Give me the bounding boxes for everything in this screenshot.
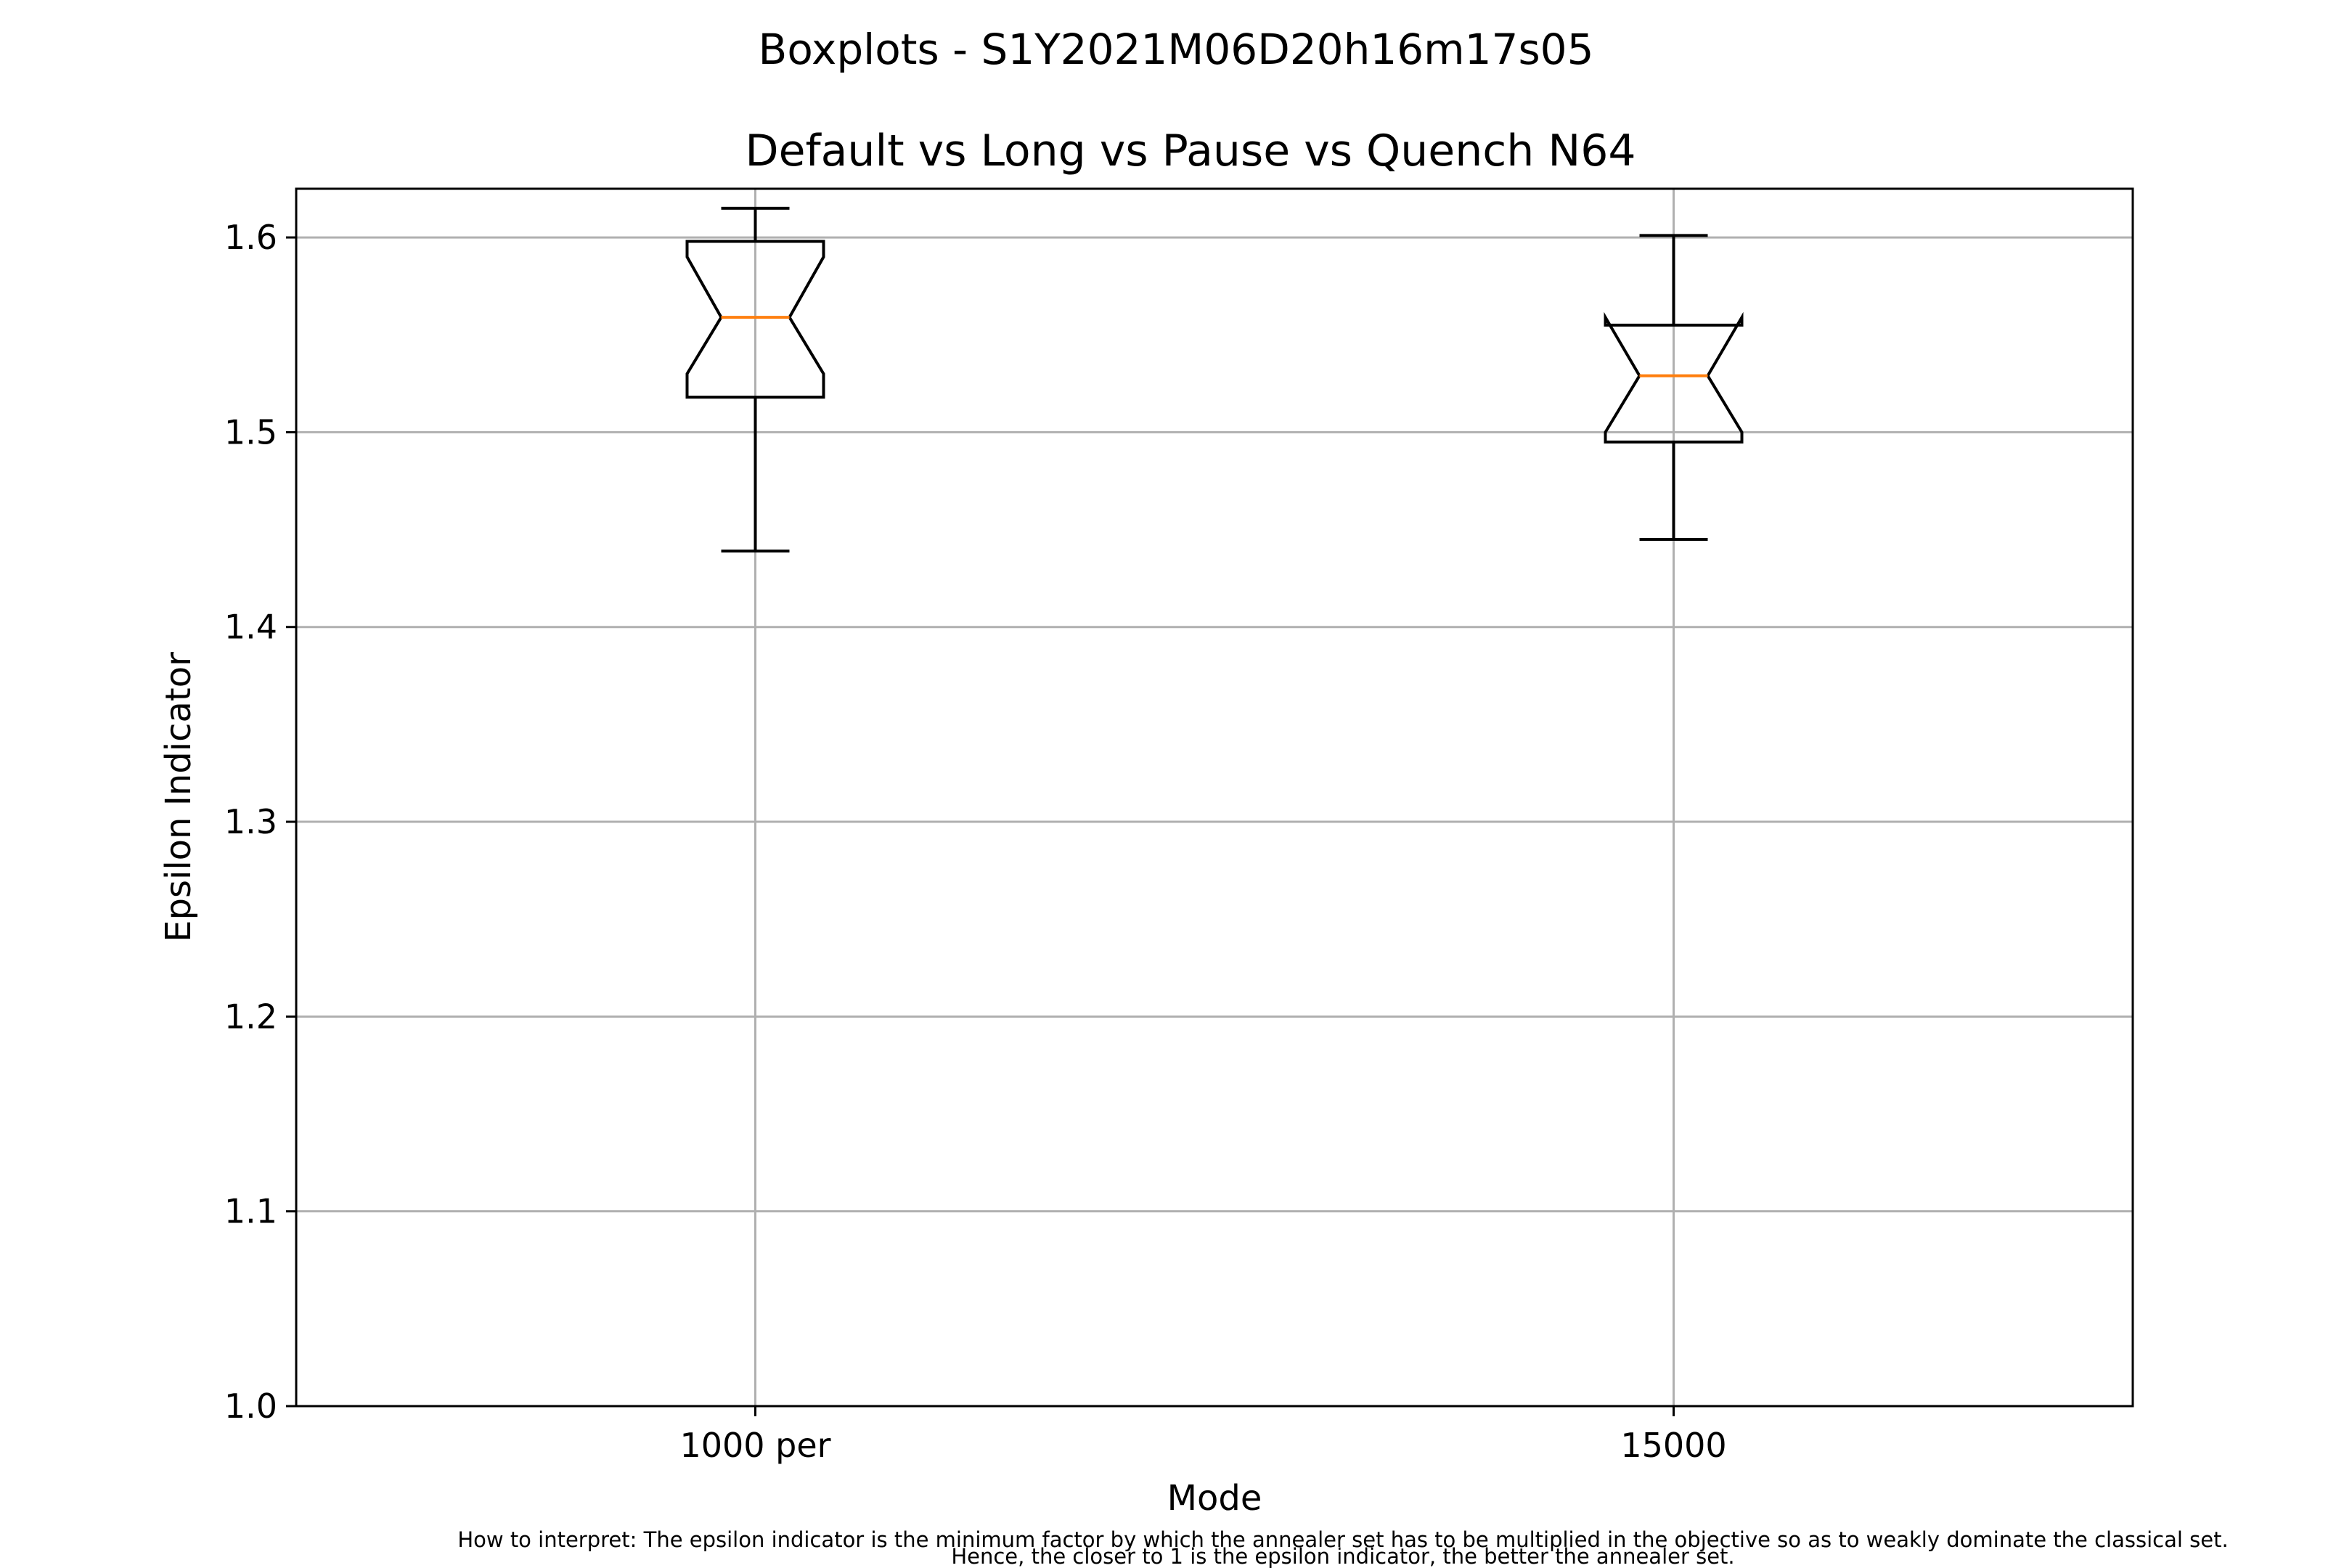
y-tick-label: 1.1 xyxy=(224,1192,277,1231)
x-tick-label: 1000 per xyxy=(679,1426,830,1465)
boxplots xyxy=(685,206,1744,553)
x-axis-label: Mode xyxy=(1167,1478,1262,1519)
axis-ticks: 1.0 1.1 1.2 1.3 1.4 1.5 1.6 1000 per 15000 xyxy=(224,218,1727,1465)
grid-lines xyxy=(296,189,2133,1408)
y-tick-label: 1.6 xyxy=(224,218,277,257)
x-tick-label: 15000 xyxy=(1620,1426,1726,1465)
y-tick-label: 1.5 xyxy=(224,412,277,452)
y-axis-label: Epsilon Indicator xyxy=(158,652,199,942)
y-tick-label: 1.2 xyxy=(224,997,277,1036)
footnote-line-1: How to interpret: The epsilon indicator … xyxy=(457,1527,2228,1552)
y-tick-label: 1.4 xyxy=(224,608,277,647)
y-tick-label: 1.3 xyxy=(224,802,277,841)
chart-suptitle: Boxplots - S1Y2021M06D20h16m17s05 xyxy=(759,25,1594,74)
footnote-line-2: Hence, the closer to 1 is the epsilon in… xyxy=(951,1544,1734,1568)
chart-title: Default vs Long vs Pause vs Quench N64 xyxy=(745,126,1636,176)
plot-frame xyxy=(295,187,2134,1408)
box-body xyxy=(685,240,825,399)
y-tick-label: 1.0 xyxy=(224,1387,277,1426)
box-body xyxy=(1604,311,1744,444)
